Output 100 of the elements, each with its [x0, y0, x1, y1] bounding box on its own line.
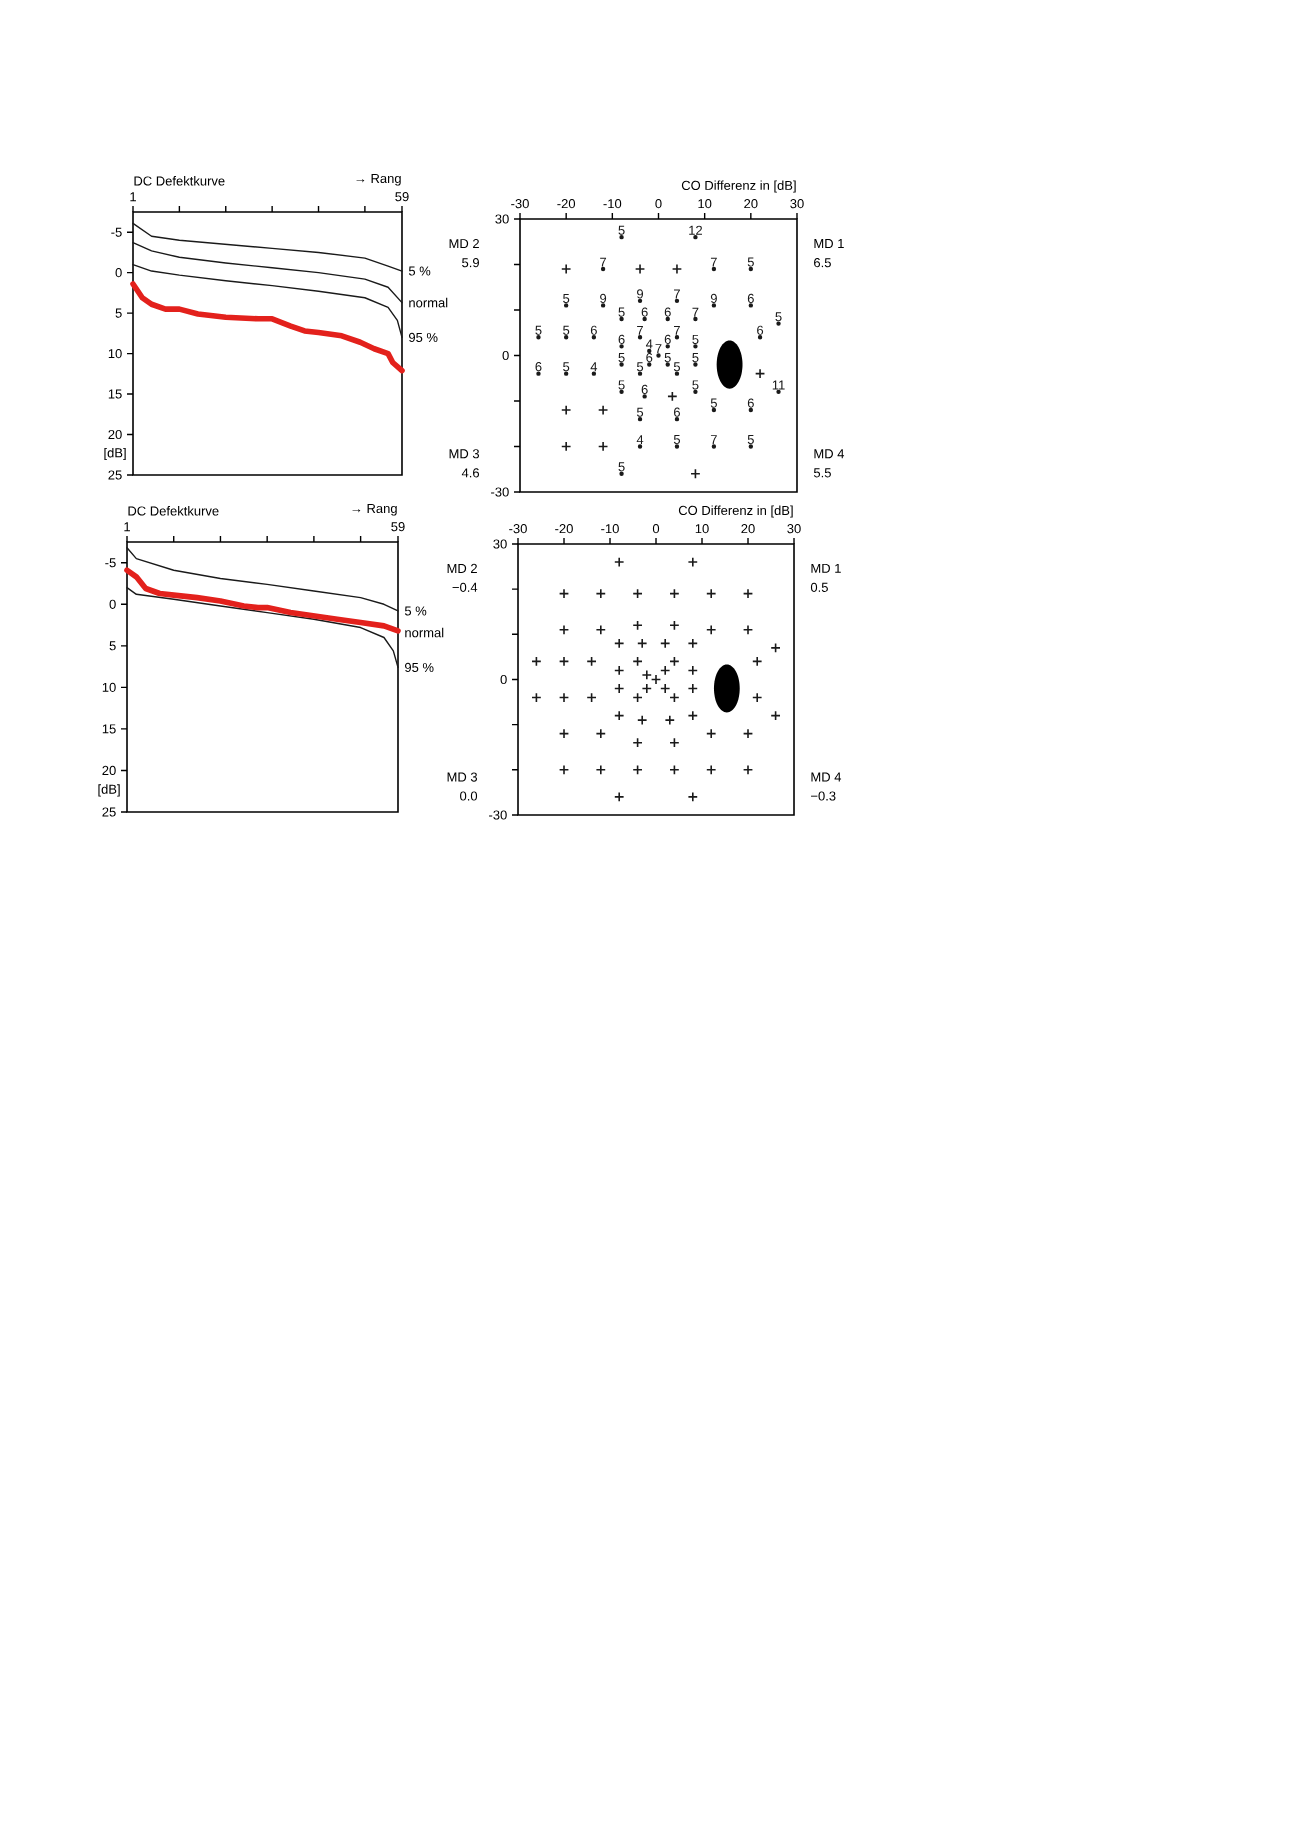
point	[711, 303, 717, 308]
text: MD 1	[814, 239, 844, 249]
annotation: 7	[655, 344, 662, 354]
text: −0.4	[452, 582, 478, 592]
y-axis-title: [dB]	[98, 784, 120, 797]
annotation: 7	[637, 325, 643, 335]
text: 5.5	[813, 468, 831, 478]
point	[563, 335, 569, 340]
y-axis-title: [dB]	[104, 447, 126, 460]
annotation: 5	[563, 293, 570, 304]
x-tick-label: -30	[509, 524, 527, 534]
annotation: 5	[618, 353, 625, 363]
y-tick-label: 5	[115, 308, 122, 318]
annotation: 4	[590, 362, 598, 372]
point	[706, 624, 717, 635]
point	[748, 444, 754, 449]
point	[634, 263, 646, 275]
point	[536, 335, 541, 340]
annotation: 7	[710, 435, 717, 445]
y-tick-label: -5	[111, 227, 122, 237]
text: 5.9	[462, 258, 479, 268]
x-tick-label: 20	[744, 199, 758, 209]
point	[614, 556, 625, 568]
annotation: 5	[673, 362, 681, 372]
x-tick-label: 0	[655, 199, 662, 209]
y-tick-label: 0	[500, 674, 507, 685]
point	[706, 764, 717, 776]
annotation: 4	[645, 339, 653, 349]
text: MD 4	[814, 449, 845, 459]
annotation: 7	[674, 289, 680, 299]
point	[674, 444, 680, 449]
line-series	[132, 263, 403, 339]
x-tick-label: 30	[790, 199, 804, 209]
y-tick-label: -30	[489, 810, 507, 820]
point	[642, 394, 647, 399]
annotation: 5	[618, 462, 625, 472]
line-series	[126, 586, 399, 669]
point	[647, 362, 652, 367]
point	[671, 263, 683, 275]
y-tick-label: 5	[109, 641, 116, 651]
annotation: 6	[664, 307, 671, 317]
annotation: 5	[636, 407, 644, 417]
point	[614, 791, 625, 803]
annotation: 5	[535, 325, 542, 335]
point	[560, 404, 572, 416]
annotation: 6	[757, 325, 764, 335]
x-axis-title: → Rang	[356, 173, 401, 186]
text: MD 3	[447, 772, 478, 782]
point	[637, 444, 643, 449]
point	[595, 764, 607, 776]
x-tick-label: -30	[511, 199, 529, 209]
annotation: 7	[692, 307, 699, 317]
annotation: 6	[641, 384, 648, 395]
y-tick-label: 10	[102, 682, 116, 692]
annotation: 5	[710, 398, 717, 408]
annotation: 6	[646, 352, 653, 363]
annotation: 6	[747, 293, 754, 304]
text: 4.6	[461, 468, 480, 478]
point	[641, 669, 653, 681]
annotation: 6	[590, 325, 597, 335]
y-tick-label: 0	[115, 268, 122, 278]
x-tick-label: 0	[652, 524, 660, 534]
annotation: 7	[674, 325, 680, 335]
y-tick-label: 30	[495, 214, 509, 224]
annotation: 5	[692, 380, 699, 390]
annotation: 5	[747, 435, 754, 445]
annotation: 5	[618, 307, 625, 317]
annotation: 9	[710, 293, 717, 304]
series-label: 95 %	[408, 332, 438, 343]
point	[687, 556, 699, 568]
y-tick-label: 30	[493, 539, 507, 549]
annotation: 9	[600, 293, 607, 304]
series-label: 95 %	[404, 662, 434, 673]
y-tick-label: -5	[105, 558, 116, 568]
point	[637, 714, 648, 726]
series-label: 5 %	[408, 266, 431, 276]
text: −0.3	[811, 791, 836, 801]
x-tick-label: 10	[695, 524, 709, 534]
point	[742, 624, 754, 635]
y-tick-label: -30	[491, 487, 509, 497]
series-label: normal	[409, 297, 448, 308]
y-tick-label: 25	[102, 807, 116, 817]
x-axis-title: CO Differenz in [dB]	[678, 505, 793, 518]
x-tick-label: 1	[130, 192, 136, 202]
annotation: 9	[637, 289, 644, 299]
point	[563, 303, 569, 308]
annotation: 5	[618, 380, 625, 390]
point	[595, 624, 607, 635]
x-axis-title: → Rang	[352, 503, 397, 516]
x-axis-title: CO Differenz in [dB]	[681, 180, 796, 193]
x-tick-label: -10	[603, 199, 622, 209]
x-tick-label: 59	[391, 522, 405, 532]
annotation: 6	[674, 407, 680, 417]
y-tick-label: 20	[108, 429, 122, 440]
x-tick-label: -20	[555, 524, 573, 534]
text: MD 3	[449, 449, 480, 459]
y-tick-label: 10	[108, 349, 122, 359]
line-series	[126, 547, 399, 612]
point	[664, 714, 676, 726]
annotation: 5	[563, 325, 570, 335]
